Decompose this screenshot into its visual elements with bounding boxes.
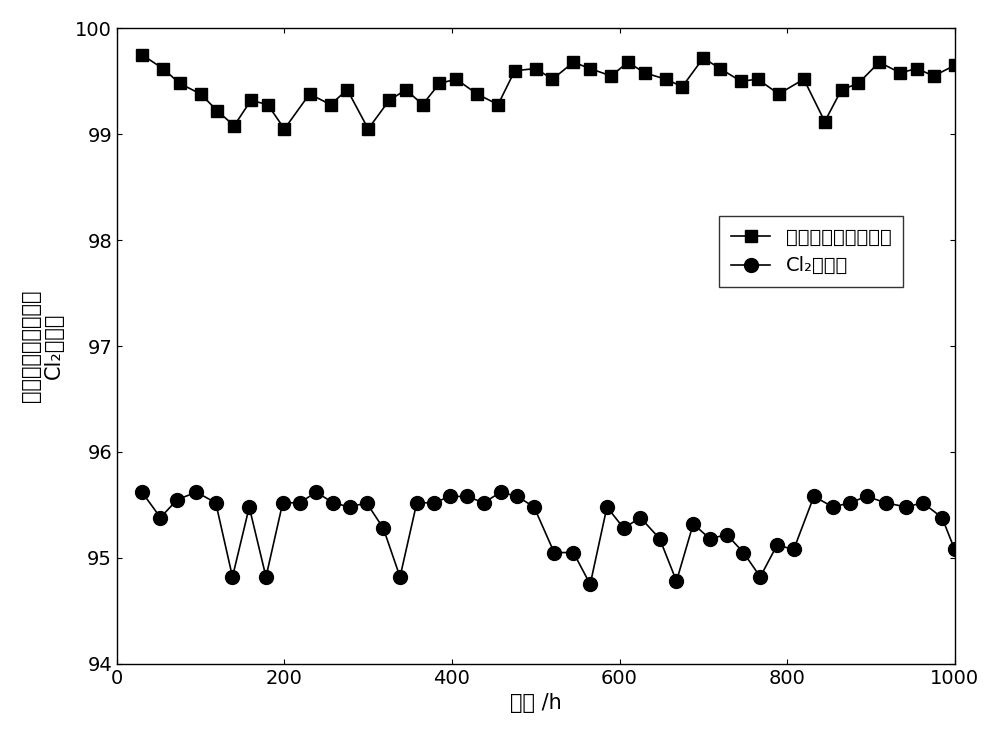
含氯有机废气转化率 bbox=[211, 106, 223, 115]
含氯有机废气转化率 bbox=[136, 51, 148, 59]
Cl₂选择性 bbox=[511, 492, 523, 501]
Cl₂选择性 bbox=[478, 498, 490, 507]
含氯有机废气转化率 bbox=[304, 90, 316, 98]
含氯有机废气转化率 bbox=[509, 66, 521, 75]
Cl₂选择性 bbox=[567, 548, 579, 557]
Cl₂选择性 bbox=[428, 498, 440, 507]
Cl₂选择性 bbox=[210, 498, 222, 507]
Cl₂选择性 bbox=[548, 548, 560, 557]
含氯有机废气转化率 bbox=[450, 75, 462, 84]
含氯有机废气转化率 bbox=[735, 77, 747, 86]
含氯有机废气转化率 bbox=[471, 90, 483, 98]
含氯有机废气转化率 bbox=[262, 100, 274, 109]
含氯有机废气转化率 bbox=[157, 64, 169, 73]
含氯有机废气转化率 bbox=[174, 79, 186, 88]
含氯有机废气转化率 bbox=[798, 75, 810, 84]
含氯有机废气转化率 bbox=[278, 125, 290, 134]
含氯有机废气转化率 bbox=[546, 75, 558, 84]
Cl₂选择性 bbox=[495, 488, 507, 497]
Cl₂选择性 bbox=[444, 492, 456, 501]
Y-axis label: 含氯有机废气转化率
Cl₂选择性: 含氯有机废气转化率 Cl₂选择性 bbox=[21, 290, 64, 402]
含氯有机废气转化率 bbox=[819, 117, 831, 126]
X-axis label: 时间 /h: 时间 /h bbox=[510, 693, 562, 713]
含氯有机废气转化率 bbox=[949, 61, 961, 70]
Cl₂选择性 bbox=[260, 573, 272, 581]
含氯有机废气转化率 bbox=[660, 75, 672, 84]
Cl₂选择性 bbox=[880, 498, 892, 507]
含氯有机废气转化率 bbox=[911, 64, 923, 73]
含氯有机废气转化率 bbox=[605, 72, 617, 81]
Cl₂选择性 bbox=[788, 545, 800, 553]
Cl₂选择性 bbox=[634, 513, 646, 522]
Cl₂选择性 bbox=[754, 573, 766, 581]
Cl₂选择性 bbox=[737, 548, 749, 557]
含氯有机废气转化率 bbox=[639, 68, 651, 77]
含氯有机废气转化率 bbox=[773, 90, 785, 98]
Cl₂选择性 bbox=[377, 524, 389, 533]
Cl₂选择性 bbox=[584, 580, 596, 589]
含氯有机废气转化率 bbox=[400, 85, 412, 94]
含氯有机废气转化率 bbox=[752, 75, 764, 84]
Cl₂选择性 bbox=[949, 545, 961, 553]
Cl₂选择性 bbox=[344, 503, 356, 512]
Cl₂选择性 bbox=[687, 520, 699, 528]
含氯有机废气转化率 bbox=[697, 54, 709, 62]
Cl₂选择性 bbox=[704, 534, 716, 543]
含氯有机废气转化率 bbox=[567, 58, 579, 67]
Cl₂选择性 bbox=[394, 573, 406, 581]
Cl₂选择性 bbox=[243, 503, 255, 512]
含氯有机废气转化率 bbox=[195, 90, 207, 98]
Cl₂选择性 bbox=[461, 492, 473, 501]
含氯有机废气转化率 bbox=[492, 100, 504, 109]
含氯有机废气转化率 bbox=[325, 100, 337, 109]
含氯有机废气转化率 bbox=[383, 96, 395, 105]
Cl₂选择性 bbox=[136, 488, 148, 497]
Line: Cl₂选择性: Cl₂选择性 bbox=[135, 485, 962, 592]
含氯有机废气转化率 bbox=[836, 85, 848, 94]
Cl₂选择性 bbox=[190, 488, 202, 497]
含氯有机废气转化率 bbox=[622, 58, 634, 67]
Cl₂选择性 bbox=[654, 534, 666, 543]
Cl₂选择性 bbox=[771, 541, 783, 550]
Cl₂选择性 bbox=[844, 498, 856, 507]
Cl₂选择性 bbox=[601, 503, 613, 512]
含氯有机废气转化率 bbox=[714, 64, 726, 73]
Cl₂选择性 bbox=[528, 503, 540, 512]
Cl₂选择性 bbox=[226, 573, 238, 581]
Cl₂选择性 bbox=[721, 530, 733, 539]
含氯有机废气转化率 bbox=[676, 82, 688, 91]
含氯有机废气转化率 bbox=[584, 64, 596, 73]
Cl₂选择性 bbox=[310, 488, 322, 497]
Cl₂选择性 bbox=[808, 492, 820, 501]
含氯有机废气转化率 bbox=[228, 121, 240, 130]
Line: 含氯有机废气转化率: 含氯有机废气转化率 bbox=[136, 49, 960, 134]
含氯有机废气转化率 bbox=[433, 79, 445, 88]
Cl₂选择性 bbox=[670, 577, 682, 586]
Cl₂选择性 bbox=[361, 498, 373, 507]
含氯有机废气转化率 bbox=[894, 68, 906, 77]
Cl₂选择性 bbox=[154, 513, 166, 522]
含氯有机废气转化率 bbox=[362, 125, 374, 134]
Cl₂选择性 bbox=[411, 498, 423, 507]
含氯有机废气转化率 bbox=[530, 64, 542, 73]
Cl₂选择性 bbox=[917, 498, 929, 507]
Cl₂选择性 bbox=[294, 498, 306, 507]
Cl₂选择性 bbox=[827, 503, 839, 512]
含氯有机废气转化率 bbox=[873, 58, 885, 67]
Cl₂选择性 bbox=[618, 524, 630, 533]
含氯有机废气转化率 bbox=[928, 72, 940, 81]
Cl₂选择性 bbox=[327, 498, 339, 507]
含氯有机废气转化率 bbox=[417, 100, 429, 109]
含氯有机废气转化率 bbox=[245, 96, 257, 105]
Cl₂选择性 bbox=[171, 495, 183, 504]
Legend: 含氯有机废气转化率, Cl₂选择性: 含氯有机废气转化率, Cl₂选择性 bbox=[719, 216, 903, 287]
Cl₂选择性 bbox=[900, 503, 912, 512]
含氯有机废气转化率 bbox=[341, 85, 353, 94]
Cl₂选择性 bbox=[936, 513, 948, 522]
Cl₂选择性 bbox=[861, 492, 873, 501]
Cl₂选择性 bbox=[277, 498, 289, 507]
含氯有机废气转化率 bbox=[852, 79, 864, 88]
